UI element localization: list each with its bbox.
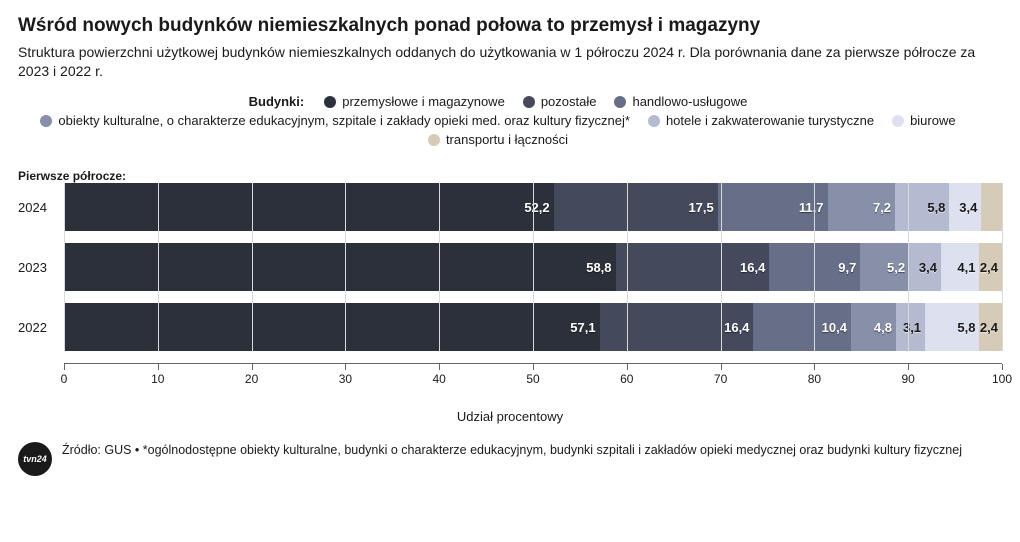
bar-segment: 57,1 <box>64 303 600 351</box>
chart-subtitle: Struktura powierzchni użytkowej budynków… <box>18 43 1002 81</box>
chart-container: Wśród nowych budynków niemieszkalnych po… <box>0 0 1020 486</box>
bar-segment: 5,8 <box>895 183 949 231</box>
legend-item: hotele i zakwaterowanie turystyczne <box>648 113 874 128</box>
legend-swatch <box>892 115 904 127</box>
legend-item: pozostałe <box>523 94 597 109</box>
legend-text: przemysłowe i magazynowe <box>342 94 505 109</box>
bar-segment: 17,5 <box>554 183 718 231</box>
bar-segment <box>981 183 1002 231</box>
x-tick-label: 90 <box>902 372 915 386</box>
bar-segment: 3,4 <box>909 243 941 291</box>
chart-title: Wśród nowych budynków niemieszkalnych po… <box>18 14 1002 39</box>
x-tick-label: 80 <box>808 372 821 386</box>
bar-segment: 52,2 <box>64 183 554 231</box>
bar-row: 202452,217,511,77,25,83,4 <box>18 183 1002 231</box>
bar-segment: 5,2 <box>860 243 909 291</box>
x-tick-label: 70 <box>714 372 727 386</box>
y-label: 2023 <box>18 260 64 275</box>
bar-segment: 3,1 <box>896 303 925 351</box>
bars: 202452,217,511,77,25,83,4202358,816,49,7… <box>18 183 1002 351</box>
legend-item: biurowe <box>892 113 956 128</box>
legend-item: obiekty kulturalne, o charakterze edukac… <box>40 113 630 128</box>
legend-swatch <box>614 96 626 108</box>
bar-track: 57,116,410,44,83,15,82,4 <box>64 303 1002 351</box>
bar-row: 202257,116,410,44,83,15,82,4 <box>18 303 1002 351</box>
legend-swatch <box>428 134 440 146</box>
legend-swatch <box>324 96 336 108</box>
legend-swatch <box>648 115 660 127</box>
bar-segment: 10,4 <box>753 303 851 351</box>
legend-item: handlowo-usługowe <box>614 94 747 109</box>
x-tick-label: 40 <box>433 372 446 386</box>
bar-segment: 58,8 <box>64 243 616 291</box>
bar-segment: 2,4 <box>979 243 1002 291</box>
bar-segment: 11,7 <box>718 183 828 231</box>
x-tick-label: 30 <box>339 372 352 386</box>
legend-text: hotele i zakwaterowanie turystyczne <box>666 113 874 128</box>
footer: tvn24 Źródło: GUS • *ogólnodostępne obie… <box>18 442 1002 476</box>
legend-heading: Budynki: <box>249 94 305 109</box>
legend-text: biurowe <box>910 113 956 128</box>
legend-text: pozostałe <box>541 94 597 109</box>
bar-segment: 16,4 <box>616 243 770 291</box>
y-label: 2024 <box>18 200 64 215</box>
x-tick-label: 100 <box>992 372 1012 386</box>
x-tick-label: 20 <box>245 372 258 386</box>
bar-track: 52,217,511,77,25,83,4 <box>64 183 1002 231</box>
legend-swatch <box>523 96 535 108</box>
bar-segment: 4,1 <box>941 243 979 291</box>
bar-segment: 16,4 <box>600 303 754 351</box>
bar-segment: 9,7 <box>769 243 860 291</box>
bar-segment: 5,8 <box>925 303 979 351</box>
y-axis-title: Pierwsze półrocze: <box>18 169 1002 183</box>
bar-track: 58,816,49,75,23,44,12,4 <box>64 243 1002 291</box>
x-tick-label: 50 <box>526 372 539 386</box>
bar-segment: 3,4 <box>949 183 981 231</box>
legend-text: obiekty kulturalne, o charakterze edukac… <box>58 113 630 128</box>
x-axis-title: Udział procentowy <box>18 409 1002 424</box>
bar-segment: 7,2 <box>828 183 896 231</box>
x-tick-label: 60 <box>620 372 633 386</box>
x-axis: 0102030405060708090100 <box>18 363 1002 391</box>
legend-item: przemysłowe i magazynowe <box>324 94 505 109</box>
legend-text: transportu i łączności <box>446 132 568 147</box>
x-ticks: 0102030405060708090100 <box>64 363 1002 391</box>
x-tick-label: 10 <box>151 372 164 386</box>
x-tick-label: 0 <box>61 372 68 386</box>
source-text: Źródło: GUS • *ogólnodostępne obiekty ku… <box>62 442 962 476</box>
chart-area: 202452,217,511,77,25,83,4202358,816,49,7… <box>18 183 1002 351</box>
bar-row: 202358,816,49,75,23,44,12,4 <box>18 243 1002 291</box>
y-label: 2022 <box>18 320 64 335</box>
legend-item: transportu i łączności <box>428 132 568 147</box>
bar-segment: 2,4 <box>979 303 1002 351</box>
legend: Budynki: przemysłowe i magazynowe pozosta… <box>18 94 978 147</box>
bar-segment: 4,8 <box>851 303 896 351</box>
legend-text: handlowo-usługowe <box>632 94 747 109</box>
source-logo: tvn24 <box>18 442 52 476</box>
legend-swatch <box>40 115 52 127</box>
